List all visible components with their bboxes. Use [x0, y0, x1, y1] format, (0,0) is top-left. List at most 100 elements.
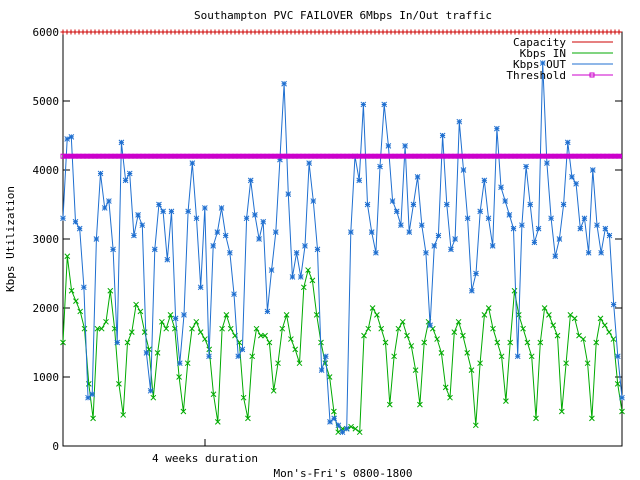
- kbps-out-point: [181, 312, 187, 318]
- kbps-in-point: [202, 336, 208, 342]
- kbps-out-point: [331, 415, 338, 422]
- kbps-out-point: [214, 229, 221, 235]
- kbps-in-point: [107, 287, 114, 294]
- kbps-in-point: [520, 325, 526, 332]
- kbps-out-point: [218, 205, 225, 211]
- kbps-in-point: [249, 353, 256, 360]
- kbps-out-point: [164, 256, 171, 263]
- kbps-in-point: [468, 367, 475, 373]
- kbps-in-point: [331, 408, 337, 415]
- kbps-out-point: [210, 243, 217, 249]
- kbps-out-point: [197, 284, 204, 291]
- kbps-out-point: [377, 163, 383, 170]
- kbps-out-point: [356, 177, 363, 184]
- kbps-out-point: [489, 243, 496, 249]
- kbps-out-point: [577, 225, 584, 232]
- kbps-out-point: [60, 215, 66, 222]
- kbps-out-point: [327, 418, 333, 425]
- kbps-in-point: [494, 339, 501, 346]
- kbps-out-point: [143, 349, 150, 356]
- kbps-in-point: [288, 336, 294, 342]
- kbps-out-point: [289, 274, 296, 280]
- kbps-in-point: [305, 267, 311, 273]
- kbps-in-point: [438, 349, 445, 356]
- kbps-out-point: [598, 249, 604, 256]
- kbps-out-point: [339, 429, 346, 436]
- legend-marker-threshold: [589, 72, 595, 78]
- kbps-in-point: [550, 322, 557, 329]
- kbps-out-point: [193, 215, 200, 222]
- kbps-in-point: [193, 318, 200, 325]
- series-kbps-in: [60, 253, 625, 436]
- kbps-in-point: [576, 332, 582, 339]
- kbps-in-point: [614, 381, 621, 387]
- kbps-out-point: [493, 125, 500, 132]
- kbps-in-point: [597, 315, 604, 322]
- kbps-in-point: [326, 374, 333, 380]
- kbps-in-point: [180, 408, 187, 415]
- kbps-out-point: [93, 236, 100, 242]
- kbps-out-point: [306, 160, 312, 166]
- kbps-out-point: [548, 215, 554, 222]
- kbps-in-point: [610, 336, 617, 342]
- y-tick-label: 5000: [33, 95, 60, 108]
- kbps-in-point: [395, 325, 402, 332]
- kbps-in-point: [593, 339, 600, 346]
- kbps-in-point: [214, 418, 221, 425]
- kbps-in-point: [455, 318, 462, 325]
- kbps-in-point: [356, 429, 363, 436]
- kbps-in-point: [154, 349, 161, 356]
- kbps-in-point: [189, 325, 195, 332]
- kbps-out-point: [151, 246, 158, 253]
- kbps-in-point: [266, 339, 273, 346]
- kbps-in-point: [558, 408, 565, 415]
- kbps-in-point: [408, 343, 415, 349]
- legend-entry-kbps-in: Kbps IN: [520, 47, 613, 60]
- kbps-in-point: [472, 422, 479, 429]
- kbps-out-point: [610, 301, 617, 308]
- kbps-out-point: [114, 339, 121, 346]
- kbps-in-point: [460, 332, 466, 339]
- kbps-out-point: [573, 180, 579, 187]
- y-axis-label: Kbps Utilization: [4, 186, 17, 292]
- legend-label-threshold: Threshold: [506, 69, 566, 82]
- kbps-in-point: [447, 394, 453, 401]
- kbps-in-point: [124, 339, 131, 346]
- y-tick-label: 3000: [33, 233, 60, 246]
- kbps-out-point: [85, 394, 91, 401]
- kbps-in-point: [313, 312, 320, 318]
- kbps-out-point: [235, 353, 242, 360]
- kbps-in-point: [64, 253, 71, 260]
- kbps-out-point: [68, 134, 75, 140]
- kbps-out-point: [385, 142, 392, 149]
- series-kbps-out: [60, 60, 625, 436]
- y-tick-label: 1000: [33, 371, 60, 384]
- capacity-marker: [616, 29, 622, 35]
- kbps-in-point: [90, 415, 96, 422]
- kbps-out-point: [456, 118, 463, 125]
- kbps-in-point: [567, 312, 574, 318]
- kbps-out-point: [243, 215, 250, 222]
- kbps-in-point: [167, 312, 174, 318]
- kbps-out-point: [418, 222, 425, 229]
- kbps-in-point: [511, 287, 518, 294]
- y-tick-label: 2000: [33, 302, 60, 315]
- kbps-in-point: [391, 353, 397, 360]
- kbps-in-point: [386, 401, 393, 408]
- kbps-in-point: [283, 312, 290, 318]
- kbps-in-point: [116, 381, 122, 387]
- kbps-in-point: [275, 360, 281, 367]
- kbps-out-point: [443, 201, 450, 208]
- kbps-out-point: [97, 170, 104, 177]
- kbps-out-point: [473, 270, 479, 277]
- kbps-out-point: [477, 208, 484, 215]
- kbps-in-point: [571, 315, 578, 322]
- series-layer: [60, 29, 625, 436]
- kbps-out-point: [531, 239, 538, 246]
- threshold-marker: [616, 153, 622, 159]
- kbps-in-point: [279, 325, 286, 332]
- kbps-out-point: [281, 80, 287, 87]
- kbps-out-point: [252, 211, 258, 218]
- kbps-out-point: [510, 225, 517, 232]
- kbps-in-point: [524, 339, 531, 346]
